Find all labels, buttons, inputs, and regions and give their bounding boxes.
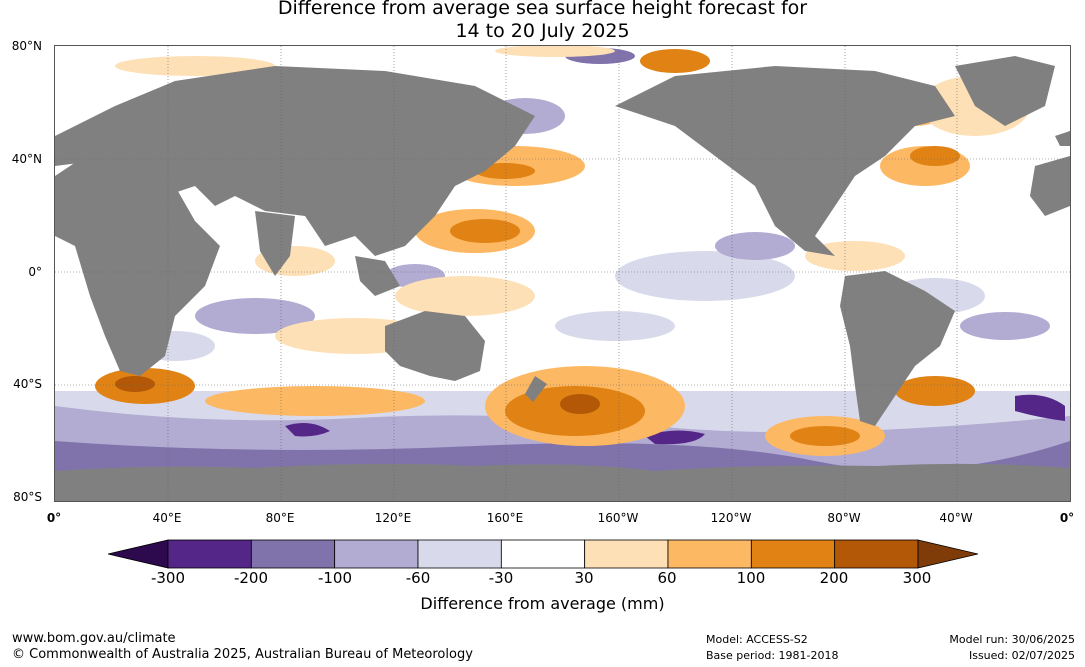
colorbar-tick-5: -30 <box>488 569 514 587</box>
model-name: Model: ACCESS-S2 <box>706 633 808 646</box>
graticule <box>55 46 1070 501</box>
website-link[interactable]: www.bom.gov.au/climate <box>12 631 176 646</box>
colorbar-segment <box>417 539 502 569</box>
colorbar-tick-2: -200 <box>233 569 269 587</box>
colorbar <box>108 539 978 569</box>
colorbar-label: Difference from average (mm) <box>420 594 665 613</box>
colorbar-segment <box>167 539 252 569</box>
land-masses <box>55 56 1070 501</box>
colorbar-tick-10: 300 <box>902 569 932 587</box>
colorbar-segment <box>334 539 419 569</box>
lon-label-0-right: 0° <box>1059 511 1075 525</box>
colorbar-segment <box>250 539 336 569</box>
colorbar-extend-high <box>917 539 978 569</box>
colorbar-tick-9: 200 <box>819 569 849 587</box>
lat-label-0: 0° <box>28 265 42 279</box>
antarctica <box>55 463 1070 501</box>
greenland <box>955 56 1055 126</box>
colorbar-segment <box>584 539 669 569</box>
australia <box>385 311 485 381</box>
lat-label-80s: 80°S <box>13 490 42 504</box>
lon-label-120w: 120°W <box>710 511 752 525</box>
copyright-text: © Commonwealth of Australia 2025, Austra… <box>12 647 473 662</box>
lon-label-80e: 80°E <box>265 511 295 525</box>
colorbar-segment <box>834 539 919 569</box>
title-line-1: Difference from average sea surface heig… <box>277 0 808 19</box>
issued-date: Issued: 02/07/2025 <box>968 649 1075 662</box>
map-title: Difference from average sea surface heig… <box>0 0 1085 43</box>
southeast-asia <box>355 256 400 296</box>
colorbar-tick-3: -100 <box>317 569 353 587</box>
lon-label-160e: 160°E <box>486 511 524 525</box>
south-america <box>840 271 955 426</box>
colorbar-extend-low <box>108 539 169 569</box>
lon-label-80w: 80°W <box>827 511 861 525</box>
lon-label-120e: 120°E <box>374 511 412 525</box>
lat-label-40s: 40°S <box>13 377 42 391</box>
lat-label-40n: 40°N <box>11 152 42 166</box>
colorbar-segments <box>108 539 978 569</box>
lon-label-160w: 160°W <box>597 511 639 525</box>
map-svg <box>55 46 1070 501</box>
india <box>255 211 295 276</box>
base-period: Base period: 1981-2018 <box>706 649 839 662</box>
eurasia <box>55 66 535 256</box>
colorbar-tick-6: 30 <box>574 569 594 587</box>
lon-label-40w: 40°W <box>939 511 973 525</box>
colorbar-segment <box>750 539 836 569</box>
colorbar-segment <box>500 539 586 569</box>
colorbar-tick-7: 60 <box>657 569 677 587</box>
lon-label-40e: 40°E <box>152 511 182 525</box>
colorbar-tick-8: 100 <box>736 569 766 587</box>
europe-west <box>1030 156 1070 216</box>
colorbar-tick-1: -300 <box>150 569 186 587</box>
lon-label-0-left: 0° <box>46 511 62 525</box>
lat-label-80n: 80°N <box>11 39 42 53</box>
new-zealand <box>525 376 547 402</box>
colorbar-tick-4: -60 <box>405 569 431 587</box>
title-line-2: 14 to 20 July 2025 <box>455 20 630 42</box>
model-run: Model run: 30/06/2025 <box>949 633 1075 646</box>
colorbar-segment <box>667 539 752 569</box>
north-america <box>615 66 955 256</box>
africa <box>55 156 220 376</box>
sea-height-map <box>54 45 1071 502</box>
british-isles <box>1055 131 1070 146</box>
